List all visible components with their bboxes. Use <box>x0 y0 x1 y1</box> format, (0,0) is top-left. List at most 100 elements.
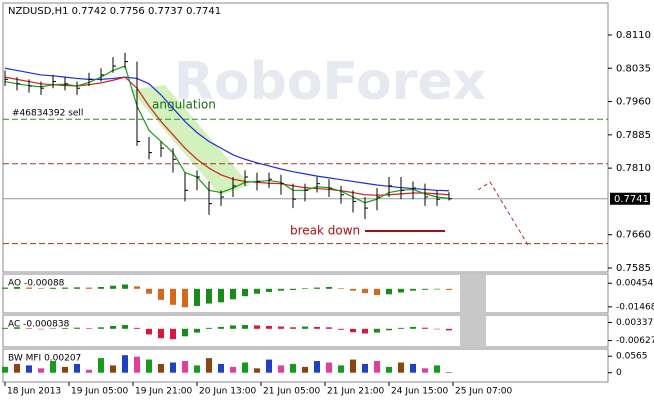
histogram-bar <box>182 361 188 373</box>
histogram-bar <box>86 287 92 289</box>
histogram-bar <box>74 363 80 373</box>
histogram-bar <box>62 287 68 289</box>
histogram-bar <box>350 328 356 333</box>
histogram-bar <box>158 328 164 339</box>
y-tick-label: 0.8110 <box>616 30 651 41</box>
histogram-bar <box>74 327 80 329</box>
histogram-bar <box>158 288 164 300</box>
histogram-bar <box>206 288 212 304</box>
x-tick-label: 21 Jun 21:00 <box>327 387 384 397</box>
annotation: break down <box>290 224 360 238</box>
histogram-bar <box>98 327 104 329</box>
histogram-bar <box>26 365 32 373</box>
histogram-bar <box>26 287 32 289</box>
histogram-bar <box>134 327 140 329</box>
x-tick-label: 24 Jun 15:00 <box>391 387 448 397</box>
last-price-label: 0.7741 <box>614 194 649 205</box>
x-tick-label: 20 Jun 13:00 <box>199 387 256 397</box>
histogram-bar <box>434 288 440 290</box>
moving-average <box>4 65 450 204</box>
histogram-bar <box>230 366 236 373</box>
histogram-bar <box>314 361 320 373</box>
histogram-bar <box>62 366 68 373</box>
histogram-bar <box>410 288 416 291</box>
histogram-bar <box>422 288 428 290</box>
histogram-bar <box>422 327 428 329</box>
histogram-bar <box>2 366 8 373</box>
histogram-bar <box>302 366 308 373</box>
histogram-bar <box>242 288 248 297</box>
histogram-bar <box>182 328 188 337</box>
histogram-bar <box>326 286 332 289</box>
histogram-bar <box>14 286 20 289</box>
histogram-bar <box>110 325 116 329</box>
histogram-bar <box>50 361 56 373</box>
histogram-bar <box>446 328 452 331</box>
y-tick-label: 0.7960 <box>616 97 651 108</box>
histogram-bar <box>314 326 320 329</box>
histogram-bar <box>194 365 200 373</box>
histogram-bar <box>122 355 128 373</box>
histogram-bar <box>278 288 284 291</box>
histogram-bar <box>98 358 104 373</box>
moving-average <box>4 67 450 192</box>
y-tick-label: 0.00454 <box>616 279 653 289</box>
ao-panel <box>2 273 609 314</box>
angulation-zone <box>130 85 250 195</box>
panel-label: BW MFI 0.00207 <box>8 354 81 364</box>
x-tick-label: 18 Jun 2013 <box>7 387 61 397</box>
histogram-bar <box>350 288 356 291</box>
histogram-bar <box>86 369 92 373</box>
x-tick-label: 25 Jun 07:00 <box>455 387 512 397</box>
histogram-bar <box>278 326 284 329</box>
histogram-bar <box>302 288 308 289</box>
histogram-bar <box>362 363 368 373</box>
histogram-bar <box>62 328 68 329</box>
histogram-bar <box>38 288 44 289</box>
scroll-bar[interactable] <box>460 274 486 347</box>
histogram-bar <box>158 363 164 373</box>
histogram-bar <box>86 328 92 329</box>
annotation: angulation <box>152 98 216 112</box>
histogram-bar <box>182 288 188 308</box>
histogram-bar <box>170 328 176 340</box>
histogram-bar <box>206 358 212 373</box>
histogram-bar <box>218 326 224 329</box>
histogram-bar <box>386 328 392 331</box>
histogram-bar <box>242 362 248 373</box>
y-tick-label: 0.7885 <box>616 130 651 141</box>
histogram-bar <box>254 368 260 373</box>
histogram-bar <box>446 372 452 373</box>
histogram-bar <box>278 365 284 373</box>
histogram-bar <box>302 326 308 329</box>
histogram-bar <box>2 287 8 289</box>
histogram-bar <box>50 287 56 289</box>
ac-panel <box>2 314 609 348</box>
histogram-bar <box>422 368 428 373</box>
y-tick-label: -0.01468 <box>616 302 654 312</box>
histogram-bar <box>122 284 128 289</box>
histogram-bar <box>38 328 44 330</box>
histogram-bar <box>326 327 332 329</box>
histogram-bar <box>338 288 344 289</box>
last-price-box <box>610 192 650 205</box>
histogram-bar <box>398 327 404 329</box>
histogram-bar <box>146 328 152 335</box>
annotation: #46834392 sell <box>12 109 83 119</box>
histogram-bar <box>290 327 296 329</box>
histogram-bar <box>326 362 332 373</box>
histogram-bar <box>362 328 368 334</box>
histogram-bar <box>350 359 356 373</box>
histogram-bar <box>362 288 368 294</box>
histogram-bar <box>386 288 392 295</box>
histogram-bar <box>410 363 416 373</box>
histogram-bar <box>290 363 296 373</box>
histogram-bar <box>242 325 248 329</box>
y-tick-label: 0.7585 <box>616 263 651 274</box>
histogram-bar <box>434 328 440 330</box>
histogram-bar <box>38 368 44 373</box>
histogram-bar <box>206 327 212 329</box>
y-tick-label: 0.8035 <box>616 63 651 74</box>
